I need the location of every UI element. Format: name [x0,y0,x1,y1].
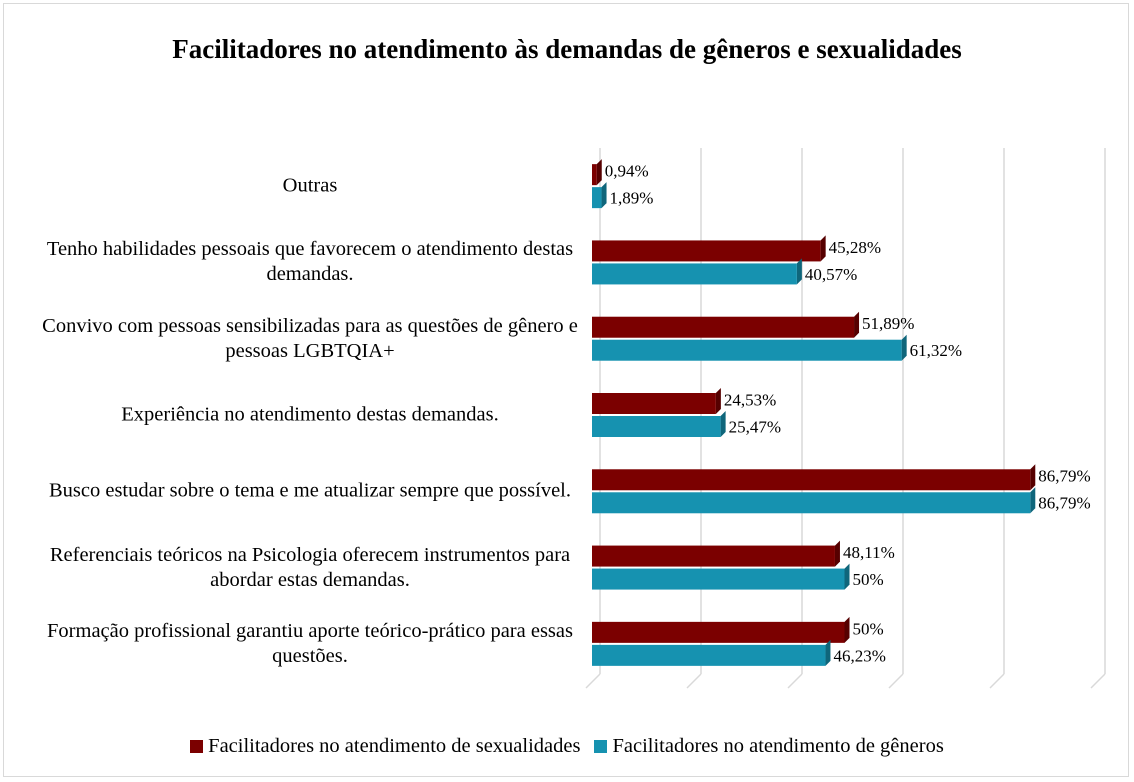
value-label: 1,89% [610,189,654,208]
value-label: 51,89% [862,314,914,333]
value-label: 50% [853,570,884,589]
bar-side [715,388,721,414]
value-label: 50% [853,619,884,638]
legend-swatch [594,740,608,753]
bar-side [720,411,726,437]
chart-border [3,3,1129,777]
value-label: 86,79% [1038,467,1090,486]
category-label: Formação profissional garantiu aporte te… [47,619,573,667]
grid-foot [585,673,601,689]
bar [592,621,845,643]
grid-foot [989,673,1005,689]
grid-foot [888,673,904,689]
bar [592,492,1031,514]
bar [592,644,826,666]
bar-side [601,182,607,209]
value-label: 0,94% [605,162,649,181]
bar-side [1030,487,1036,514]
bar-side [854,311,860,338]
grid-foot [686,673,702,689]
category-label: Busco estudar sobre o tema e me atualiza… [48,479,571,502]
bar [592,240,821,262]
bar [592,316,855,338]
bar-side [596,159,602,186]
value-label: 86,79% [1038,494,1090,513]
value-label: 46,23% [833,646,885,665]
bar [592,339,902,361]
category-label: Referenciais teóricos na Psicologia ofer… [49,543,571,591]
legend-item: Facilitadores no atendimento de sexualid… [190,735,580,758]
bar-side [820,235,826,262]
bar-side [796,258,802,285]
grid-foot [787,673,803,689]
chart-title: Facilitadores no atendimento às demandas… [172,34,962,64]
bar [592,568,845,590]
value-label: 25,47% [729,417,781,436]
bar-side [834,540,840,567]
bar [592,393,716,414]
bar [592,263,797,285]
bar-side [844,563,850,590]
category-label: Tenho habilidades pessoais que favorecem… [46,238,574,286]
category-label: Experiência no atendimento destas demand… [121,403,499,426]
value-label: 40,57% [805,265,857,284]
bar [592,187,602,209]
bar [592,164,597,186]
category-label: Convivo com pessoas sensibilizadas para … [42,314,578,362]
legend-label: Facilitadores no atendimento de gêneros [612,735,944,757]
value-label: 24,53% [724,390,776,409]
value-label: 61,32% [910,341,962,360]
category-label: Outras [282,174,338,197]
bar-side [825,639,831,666]
value-label: 45,28% [829,238,881,257]
bar [592,545,835,567]
value-label: 48,11% [843,543,895,562]
bar-side [901,334,907,361]
legend-item: Facilitadores no atendimento de gêneros [594,735,944,758]
legend: Facilitadores no atendimento de sexualid… [0,735,1134,758]
grid-foot [1090,673,1106,689]
bar-side [1030,464,1036,491]
legend-label: Facilitadores no atendimento de sexualid… [208,735,581,757]
legend-swatch [190,740,204,753]
bar [592,416,721,437]
bar [592,469,1031,491]
bar-side [844,616,850,643]
